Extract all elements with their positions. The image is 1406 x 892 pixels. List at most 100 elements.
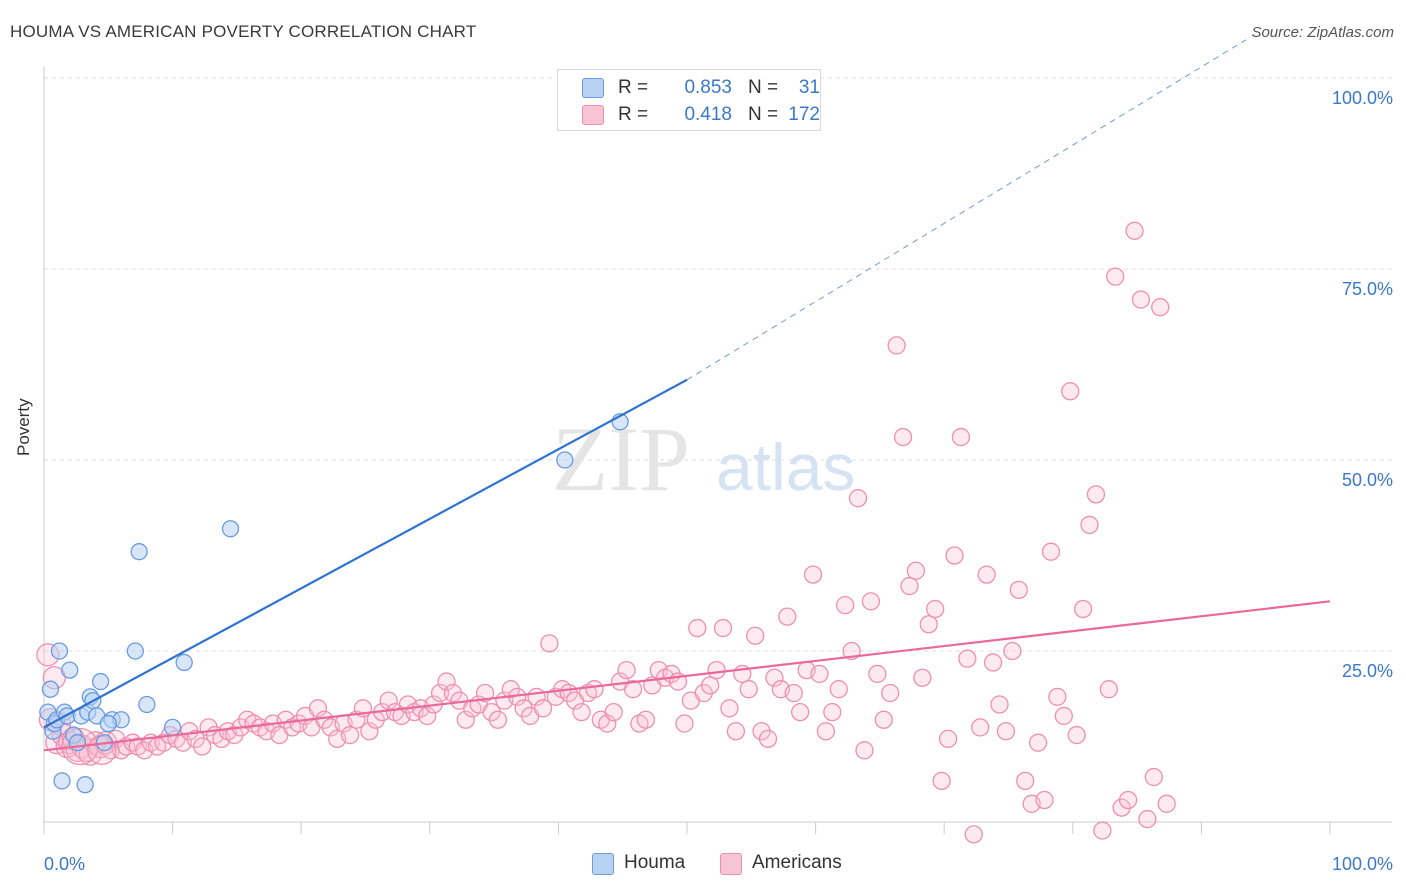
americans-point xyxy=(758,729,778,749)
houma-point xyxy=(130,543,148,561)
americans-point xyxy=(1054,706,1073,726)
americans-swatch xyxy=(582,105,604,125)
americans-point xyxy=(906,561,926,580)
americans-point xyxy=(810,664,829,684)
americans-point xyxy=(1125,221,1144,240)
americans-point xyxy=(893,427,913,447)
americans-point xyxy=(874,710,893,729)
americans-point xyxy=(868,664,887,684)
americans-trend-line xyxy=(43,600,1331,752)
americans-point xyxy=(1093,821,1112,840)
americans-point xyxy=(803,565,823,584)
americans-point xyxy=(533,699,553,718)
americans-point xyxy=(848,489,868,508)
r-value: 0.418 xyxy=(684,104,732,125)
n-value: 31 xyxy=(798,77,820,98)
houma-point xyxy=(41,680,60,698)
americans-point xyxy=(437,672,456,691)
houma-point xyxy=(76,776,94,794)
americans-point xyxy=(829,680,848,699)
americans-point xyxy=(951,427,971,447)
americans-point xyxy=(836,596,855,615)
americans-point xyxy=(784,683,803,703)
tick-labels: 25.0% 50.0% 75.0% 100.0% 0.0% 100.0% xyxy=(44,88,1393,874)
houma-swatch xyxy=(582,78,604,98)
x-tick-label: 0.0% xyxy=(44,854,85,874)
legend-label-americans: Americans xyxy=(752,852,842,873)
americans-point xyxy=(1138,809,1157,829)
source-label: Source: ZipAtlas.com xyxy=(1251,24,1394,41)
correlation-legend: R = 0.853 N = 31 R = 0.418 N = 172 xyxy=(557,69,821,131)
americans-point xyxy=(938,729,958,749)
americans-point xyxy=(791,702,810,722)
n-value: 172 xyxy=(788,104,820,125)
houma-point xyxy=(68,734,87,752)
americans-point xyxy=(623,680,643,699)
americans-point xyxy=(700,676,720,695)
americans-point xyxy=(1099,680,1118,699)
houma-point xyxy=(53,772,71,790)
americans-point xyxy=(1003,641,1022,661)
americans-point xyxy=(958,649,977,668)
americans-point xyxy=(1048,687,1067,706)
y-tick-label: 75.0% xyxy=(1342,279,1393,299)
americans-point xyxy=(855,741,874,760)
americans-point xyxy=(977,565,996,584)
americans-point xyxy=(900,576,919,596)
grid xyxy=(44,77,1392,652)
americans-point xyxy=(193,737,212,756)
americans-point xyxy=(598,714,617,733)
americans-point xyxy=(1073,599,1093,619)
y-tick-label: 50.0% xyxy=(1342,470,1393,490)
americans-point xyxy=(816,722,836,741)
houma-point xyxy=(163,718,182,737)
y-tick-label: 25.0% xyxy=(1342,661,1393,681)
houma-point xyxy=(50,642,69,660)
r-label: R = xyxy=(618,77,649,98)
americans-point xyxy=(1016,771,1035,791)
americans-point xyxy=(1118,790,1138,810)
americans-point xyxy=(881,683,900,703)
americans-point xyxy=(1086,485,1106,504)
americans-point xyxy=(932,771,951,791)
watermark: ZIP atlas xyxy=(552,408,855,510)
houma-point xyxy=(556,451,574,469)
americans-point xyxy=(1157,794,1176,813)
americans-point xyxy=(971,718,990,737)
americans-point xyxy=(1106,267,1125,286)
americans-point xyxy=(1041,542,1061,561)
americans-swatch xyxy=(720,853,742,875)
americans-point xyxy=(308,699,328,718)
americans-point xyxy=(713,618,733,638)
americans-point xyxy=(604,702,623,722)
americans-point xyxy=(964,825,983,844)
houma-point xyxy=(61,661,79,679)
americans-point xyxy=(617,660,636,680)
americans-point xyxy=(430,683,450,703)
americans-point xyxy=(1009,580,1028,600)
americans-point xyxy=(488,710,508,729)
americans-point xyxy=(996,722,1016,741)
trend-lines xyxy=(43,39,1331,752)
r-label: R = xyxy=(618,104,649,125)
americans-point xyxy=(778,607,797,626)
americans-point xyxy=(636,710,655,729)
americans-point xyxy=(1061,382,1080,401)
americans-point xyxy=(913,668,932,687)
americans-point xyxy=(1067,725,1086,745)
legend-label-houma: Houma xyxy=(624,852,686,873)
americans-point xyxy=(720,699,739,718)
americans-point xyxy=(572,702,591,722)
x-tick-label: 100.0% xyxy=(1332,854,1393,874)
houma-point xyxy=(126,642,144,660)
americans-point xyxy=(418,706,437,726)
houma-point xyxy=(221,520,240,538)
americans-point xyxy=(707,660,726,680)
americans-point xyxy=(990,695,1009,714)
n-label: N = xyxy=(748,77,779,98)
americans-point xyxy=(726,722,746,741)
americans-point xyxy=(861,592,881,611)
americans-point xyxy=(887,336,906,355)
y-tick-label: 100.0% xyxy=(1332,88,1393,108)
